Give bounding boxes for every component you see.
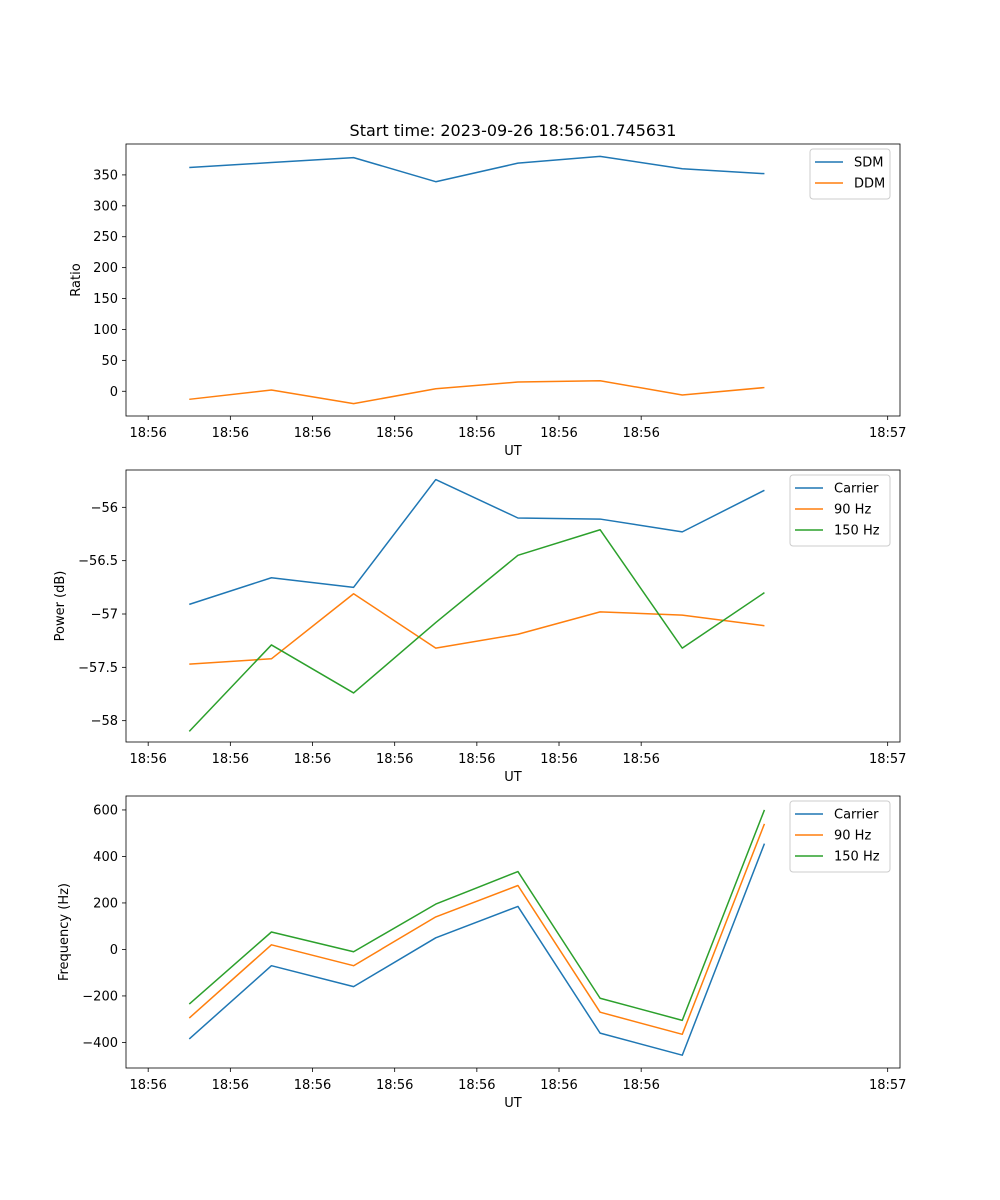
x-tick-label: 18:57 xyxy=(869,1078,906,1093)
legend-label: SDM xyxy=(854,156,883,171)
x-tick-label: 18:56 xyxy=(376,426,413,441)
legend-box xyxy=(789,474,891,547)
x-tick-label: 18:56 xyxy=(622,1078,659,1093)
series-line-sdm xyxy=(189,155,765,183)
legend-label: 150 Hz xyxy=(834,524,880,539)
legend-box xyxy=(789,800,891,873)
y-tick-label: 50 xyxy=(101,354,118,369)
y-tick-label: −56.5 xyxy=(78,554,118,569)
y-tick-label: 600 xyxy=(93,803,118,818)
y-tick-label: 150 xyxy=(93,292,118,307)
y-tick-label: 0 xyxy=(110,385,118,400)
series-line-carrier xyxy=(189,478,765,606)
chart-panel-3: 18:56 18:56 18:56 18:56 18:56 18:56 18:56 18:57… xyxy=(57,795,906,1111)
axes-frame xyxy=(125,795,901,1069)
axes-frame xyxy=(125,469,901,743)
legend-label: 90 Hz xyxy=(834,829,871,844)
x-axis-label: UT xyxy=(504,1096,522,1111)
series-line-90-hz xyxy=(188,823,766,1036)
y-axis-label: Frequency (Hz) xyxy=(57,883,72,981)
y-tick-label: −56 xyxy=(91,501,118,516)
y-tick-label: −400 xyxy=(82,1036,118,1051)
x-tick-label: 18:56 xyxy=(129,752,166,767)
legend-label: 90 Hz xyxy=(834,503,871,518)
x-tick-label: 18:56 xyxy=(458,1078,495,1093)
x-axis-label: UT xyxy=(504,444,522,459)
y-tick-label: 400 xyxy=(93,850,118,865)
x-tick-label: 18:56 xyxy=(212,1078,249,1093)
chart-panel-1: 18:56 18:56 18:56 18:56 18:56 18:56 18:56 18:57… xyxy=(69,143,906,459)
x-tick-label: 18:56 xyxy=(458,752,495,767)
legend-label: 150 Hz xyxy=(834,850,880,865)
y-tick-label: −58 xyxy=(91,714,118,729)
series-line-carrier xyxy=(188,843,766,1056)
x-tick-label: 18:56 xyxy=(376,752,413,767)
legend: Carrier 90 Hz 150 Hz xyxy=(789,474,891,547)
x-tick-label: 18:56 xyxy=(129,426,166,441)
series-line-ddm xyxy=(189,380,765,405)
x-tick-label: 18:57 xyxy=(869,752,906,767)
x-axis-label: UT xyxy=(504,770,522,785)
y-tick-label: 200 xyxy=(93,261,118,276)
y-tick-label: 100 xyxy=(93,323,118,338)
x-tick-label: 18:56 xyxy=(540,1078,577,1093)
x-tick-label: 18:56 xyxy=(376,1078,413,1093)
series-line-150-hz xyxy=(188,528,765,732)
y-axis-label: Power (dB) xyxy=(53,571,68,642)
plots: 18:56 18:56 18:56 18:56 18:56 18:56 18:56 18:57… xyxy=(53,143,906,1111)
y-tick-label: 300 xyxy=(93,199,118,214)
legend: Carrier 90 Hz 150 Hz xyxy=(789,800,891,873)
x-tick-label: 18:56 xyxy=(622,752,659,767)
x-tick-label: 18:56 xyxy=(129,1078,166,1093)
x-tick-label: 18:56 xyxy=(540,426,577,441)
legend-label: Carrier xyxy=(834,808,879,823)
figure-title: Start time: 2023-09-26 18:56:01.745631 xyxy=(350,121,677,140)
series-line-90-hz xyxy=(189,592,765,665)
x-tick-label: 18:56 xyxy=(294,1078,331,1093)
x-tick-label: 18:56 xyxy=(458,426,495,441)
x-tick-label: 18:56 xyxy=(622,426,659,441)
x-tick-label: 18:56 xyxy=(212,752,249,767)
y-tick-label: 0 xyxy=(110,943,118,958)
x-tick-label: 18:56 xyxy=(294,426,331,441)
x-tick-label: 18:56 xyxy=(294,752,331,767)
y-tick-label: 250 xyxy=(93,230,118,245)
legend: SDM DDM xyxy=(809,148,891,200)
y-tick-label: 200 xyxy=(93,896,118,911)
y-tick-label: −200 xyxy=(82,989,118,1004)
x-tick-label: 18:56 xyxy=(540,752,577,767)
chart-panel-2: 18:56 18:56 18:56 18:56 18:56 18:56 18:56 18:57… xyxy=(53,469,906,785)
legend-label: Carrier xyxy=(834,482,879,497)
y-axis-label: Ratio xyxy=(69,263,84,296)
x-tick-label: 18:57 xyxy=(869,426,906,441)
x-tick-label: 18:56 xyxy=(212,426,249,441)
series-line-150-hz xyxy=(188,809,766,1022)
y-tick-label: 350 xyxy=(93,168,118,183)
y-tick-label: −57.5 xyxy=(78,661,118,676)
axes-frame xyxy=(125,143,901,417)
legend-label: DDM xyxy=(854,177,885,192)
y-tick-label: −57 xyxy=(91,608,118,623)
